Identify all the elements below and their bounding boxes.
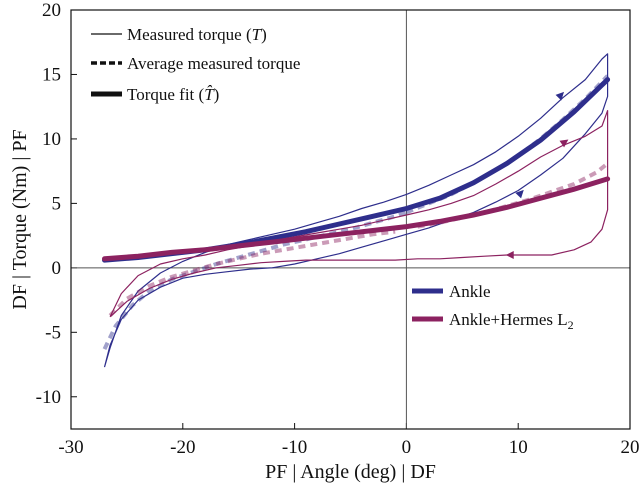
legend-layer: Measured torque (T) Average measured torq…: [91, 25, 574, 332]
y-tick-label: 5: [52, 193, 62, 214]
measured-torque-line: [103, 53, 609, 368]
average-torque-line: [108, 229, 396, 317]
y-tick-label: 0: [52, 258, 62, 279]
legend-condition-label: Ankle+Hermes L2: [449, 310, 574, 332]
series-1: [102, 110, 611, 318]
y-axis-title: DF | Torque (Nm) | PF: [9, 129, 31, 309]
x-axis-title: PF | Angle (deg) | DF: [265, 461, 436, 483]
legend-condition-label: Ankle: [449, 282, 491, 301]
series-layer: [102, 53, 611, 368]
average-torque-line: [102, 210, 408, 350]
direction-arrow: [505, 250, 514, 259]
y-tick-label: -10: [36, 387, 61, 408]
x-tick-label: -30: [58, 437, 83, 458]
y-tick-label: 20: [42, 0, 61, 21]
measured-torque-line: [109, 110, 609, 318]
x-tick-label: -10: [282, 437, 307, 458]
legend-style-label: Measured torque (T): [127, 25, 267, 44]
y-tick-label: 15: [42, 64, 61, 85]
x-tick-label: 0: [402, 437, 412, 458]
x-tick-label: 10: [509, 437, 528, 458]
zero-lines: [71, 10, 630, 429]
legend-style-label: Average measured torque: [127, 54, 300, 73]
torque-fit-line: [102, 176, 611, 262]
x-tick-label: -20: [170, 437, 195, 458]
direction-arrow: [559, 139, 569, 148]
direction-arrow: [515, 189, 524, 199]
direction-arrow: [555, 91, 564, 101]
plot-frame: [70, 9, 631, 430]
legend-style-label: Torque fit (T̂): [127, 85, 219, 104]
x-tick-label: 20: [621, 437, 640, 458]
y-tick-label: -5: [45, 322, 61, 343]
ticks-layer: -30 -20 -10 0 10 20 -10 -5 0 5 10 15 20: [36, 0, 640, 458]
y-tick-label: 10: [42, 129, 61, 150]
